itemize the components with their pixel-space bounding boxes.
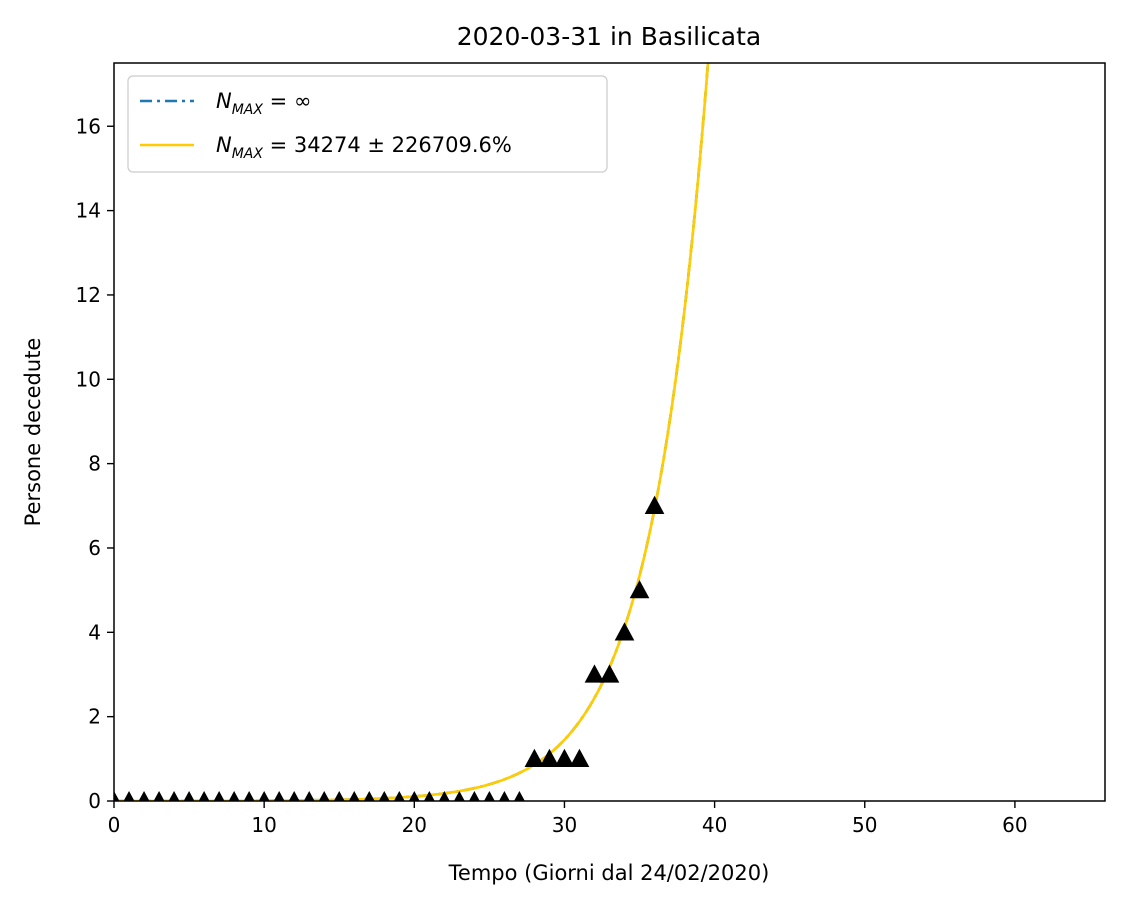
observed-point xyxy=(644,495,665,514)
legend-entry-series-2-main: N xyxy=(216,133,232,157)
legend-box xyxy=(127,75,608,173)
y-tick-label: 10 xyxy=(76,367,101,391)
x-tick-label: 40 xyxy=(702,813,727,837)
legend: NMAX = ∞ NMAX = 34274 ± 226709.6% xyxy=(127,75,608,173)
x-tick-label: 60 xyxy=(1002,813,1027,837)
x-tick-label: 20 xyxy=(402,813,427,837)
legend-entry-series-1-main: N xyxy=(216,89,232,113)
y-tick-label: 8 xyxy=(88,452,101,476)
legend-entry-series-2-sub: MAX xyxy=(232,146,264,162)
x-tick-label: 30 xyxy=(552,813,577,837)
y-tick-label: 16 xyxy=(76,114,101,138)
legend-entry-series-2-rest: = 34274 ± 226709.6% xyxy=(263,133,512,157)
observed-point xyxy=(599,664,620,683)
observed-point xyxy=(539,748,560,767)
legend-entry-series-1-rest: = ∞ xyxy=(263,89,311,113)
observed-point xyxy=(554,748,575,767)
legend-entry-series-1-sub: MAX xyxy=(232,102,264,118)
y-axis-label: Persone decedute xyxy=(21,338,45,527)
x-axis: 0 10 20 30 40 50 60 xyxy=(108,801,1028,837)
y-tick-label: 12 xyxy=(76,283,101,307)
y-tick-label: 2 xyxy=(88,705,101,729)
legend-entry-series-2: NMAX = 34274 ± 226709.6% xyxy=(216,133,512,162)
plot-frame xyxy=(113,62,1106,802)
legend-entry-series-1: NMAX = ∞ xyxy=(216,89,311,118)
chart-title: 2020-03-31 in Basilicata xyxy=(457,22,762,51)
y-tick-label: 4 xyxy=(88,620,101,644)
x-tick-label: 0 xyxy=(108,813,121,837)
observed-point xyxy=(629,580,650,599)
observed-point xyxy=(524,748,545,767)
y-tick-label: 14 xyxy=(76,199,101,223)
y-tick-label: 6 xyxy=(88,536,101,560)
y-axis: 0 2 4 6 8 10 12 14 16 xyxy=(76,114,114,813)
observed-point xyxy=(614,622,635,641)
y-tick-label: 0 xyxy=(88,789,101,813)
x-tick-label: 50 xyxy=(852,813,877,837)
observed-point xyxy=(584,664,605,683)
observed-point xyxy=(569,748,590,767)
x-axis-label: Tempo (Giorni dal 24/02/2020) xyxy=(448,861,770,885)
x-tick-label: 10 xyxy=(251,813,276,837)
